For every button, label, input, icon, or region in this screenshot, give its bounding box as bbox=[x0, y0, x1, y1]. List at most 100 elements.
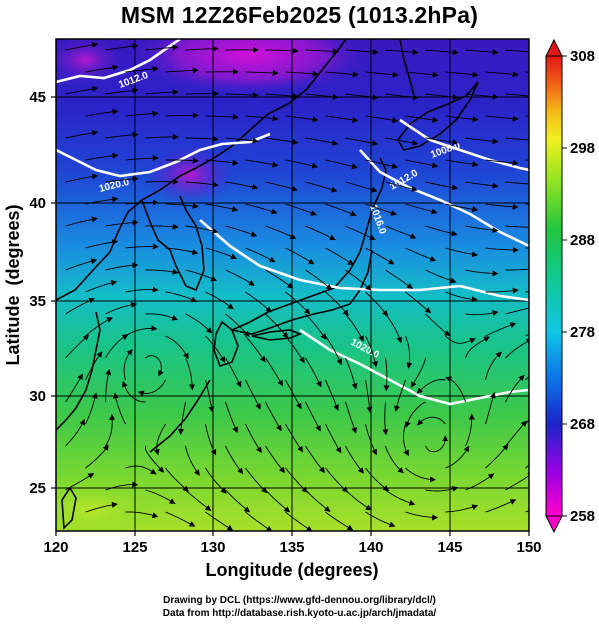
streamline bbox=[245, 511, 273, 531]
streamline bbox=[185, 45, 219, 52]
streamline bbox=[125, 199, 159, 206]
streamline bbox=[385, 181, 418, 192]
streamline bbox=[177, 401, 186, 435]
wind-streamlines bbox=[65, 41, 529, 531]
streamline bbox=[105, 87, 139, 95]
streamline bbox=[125, 325, 158, 337]
streamline bbox=[285, 335, 305, 364]
streamline bbox=[205, 467, 227, 494]
streamline bbox=[205, 511, 234, 531]
streamline bbox=[185, 357, 196, 391]
colorbar-max-triangle bbox=[545, 38, 563, 57]
streamline bbox=[125, 110, 159, 117]
streamline bbox=[325, 423, 342, 454]
streamline bbox=[85, 444, 109, 469]
streamline bbox=[485, 499, 517, 513]
streamline bbox=[445, 291, 478, 303]
streamline bbox=[345, 401, 357, 434]
streamline bbox=[425, 435, 449, 453]
streamline bbox=[105, 43, 139, 51]
streamline bbox=[485, 115, 519, 122]
streamline bbox=[105, 301, 138, 315]
streamline bbox=[125, 286, 159, 293]
streamline bbox=[265, 137, 299, 145]
streamline bbox=[65, 41, 99, 51]
streamline bbox=[245, 291, 272, 313]
streamline bbox=[405, 115, 439, 123]
streamline bbox=[225, 445, 244, 475]
y-axis-title: Latitude (degrees) bbox=[3, 204, 23, 365]
streamline bbox=[225, 269, 255, 286]
y-tick-labels: 25 30 35 40 45 bbox=[29, 89, 46, 497]
streamline bbox=[265, 181, 298, 192]
streamline bbox=[121, 380, 146, 403]
y-tick-marks bbox=[51, 96, 56, 489]
streamline bbox=[225, 137, 259, 144]
streamline bbox=[245, 423, 262, 454]
streamline bbox=[225, 401, 238, 434]
streamline bbox=[405, 291, 432, 314]
streamline bbox=[153, 423, 166, 456]
streamline bbox=[305, 269, 333, 291]
streamline bbox=[305, 48, 339, 55]
streamline bbox=[265, 445, 286, 474]
streamline bbox=[325, 511, 354, 531]
streamline bbox=[305, 489, 331, 512]
streamline bbox=[345, 137, 379, 146]
streamline bbox=[285, 70, 319, 77]
streamline bbox=[137, 379, 166, 397]
streamline bbox=[345, 225, 376, 241]
streamline bbox=[205, 159, 239, 166]
streamline bbox=[85, 317, 113, 337]
streamline bbox=[165, 467, 189, 492]
streamline bbox=[405, 335, 413, 369]
streamline bbox=[205, 203, 239, 213]
streamline bbox=[425, 269, 457, 284]
streamline bbox=[85, 279, 118, 293]
streamline bbox=[365, 291, 389, 317]
colorbar-label: 308 bbox=[570, 48, 595, 65]
streamline bbox=[105, 413, 116, 447]
streamline bbox=[505, 374, 525, 403]
contour-1020-west bbox=[56, 132, 271, 178]
contour-1020-south bbox=[299, 328, 529, 406]
streamline bbox=[305, 445, 326, 474]
streamline bbox=[365, 159, 399, 170]
kyushu-coastline bbox=[213, 320, 239, 368]
x-tick-label: 140 bbox=[358, 539, 383, 556]
streamline bbox=[465, 310, 499, 317]
streamline bbox=[112, 392, 126, 425]
streamline bbox=[185, 313, 213, 334]
streamline bbox=[65, 216, 98, 227]
streamline bbox=[325, 71, 359, 78]
streamline bbox=[205, 113, 239, 120]
streamline bbox=[85, 108, 119, 117]
streamline bbox=[205, 335, 226, 363]
streamline bbox=[225, 92, 259, 99]
streamline bbox=[185, 489, 212, 512]
streamline bbox=[185, 225, 219, 234]
streamline bbox=[125, 511, 159, 519]
streamline bbox=[365, 379, 373, 413]
streamline bbox=[365, 467, 390, 492]
streamline bbox=[505, 49, 529, 53]
credit-drawing: Drawing by DCL (https://www.gfd-dennou.o… bbox=[163, 595, 436, 606]
streamline bbox=[145, 489, 176, 504]
streamline bbox=[465, 473, 495, 491]
x-tick-labels: 120 125 130 135 140 145 150 bbox=[43, 539, 541, 556]
streamline bbox=[485, 351, 502, 381]
streamline bbox=[385, 49, 419, 56]
honshu-south-coast bbox=[231, 249, 373, 335]
streamline bbox=[465, 413, 475, 447]
streamline bbox=[265, 489, 291, 513]
streamline bbox=[365, 423, 377, 456]
streamline bbox=[85, 152, 119, 161]
streamline bbox=[425, 225, 458, 237]
credit-data: Data from http://database.rish.kyoto-u.a… bbox=[162, 608, 437, 619]
streamline bbox=[85, 392, 98, 425]
streamline bbox=[125, 465, 157, 475]
streamline bbox=[145, 313, 179, 321]
streamline bbox=[65, 129, 99, 139]
streamline bbox=[365, 511, 396, 528]
streamline bbox=[485, 391, 496, 425]
